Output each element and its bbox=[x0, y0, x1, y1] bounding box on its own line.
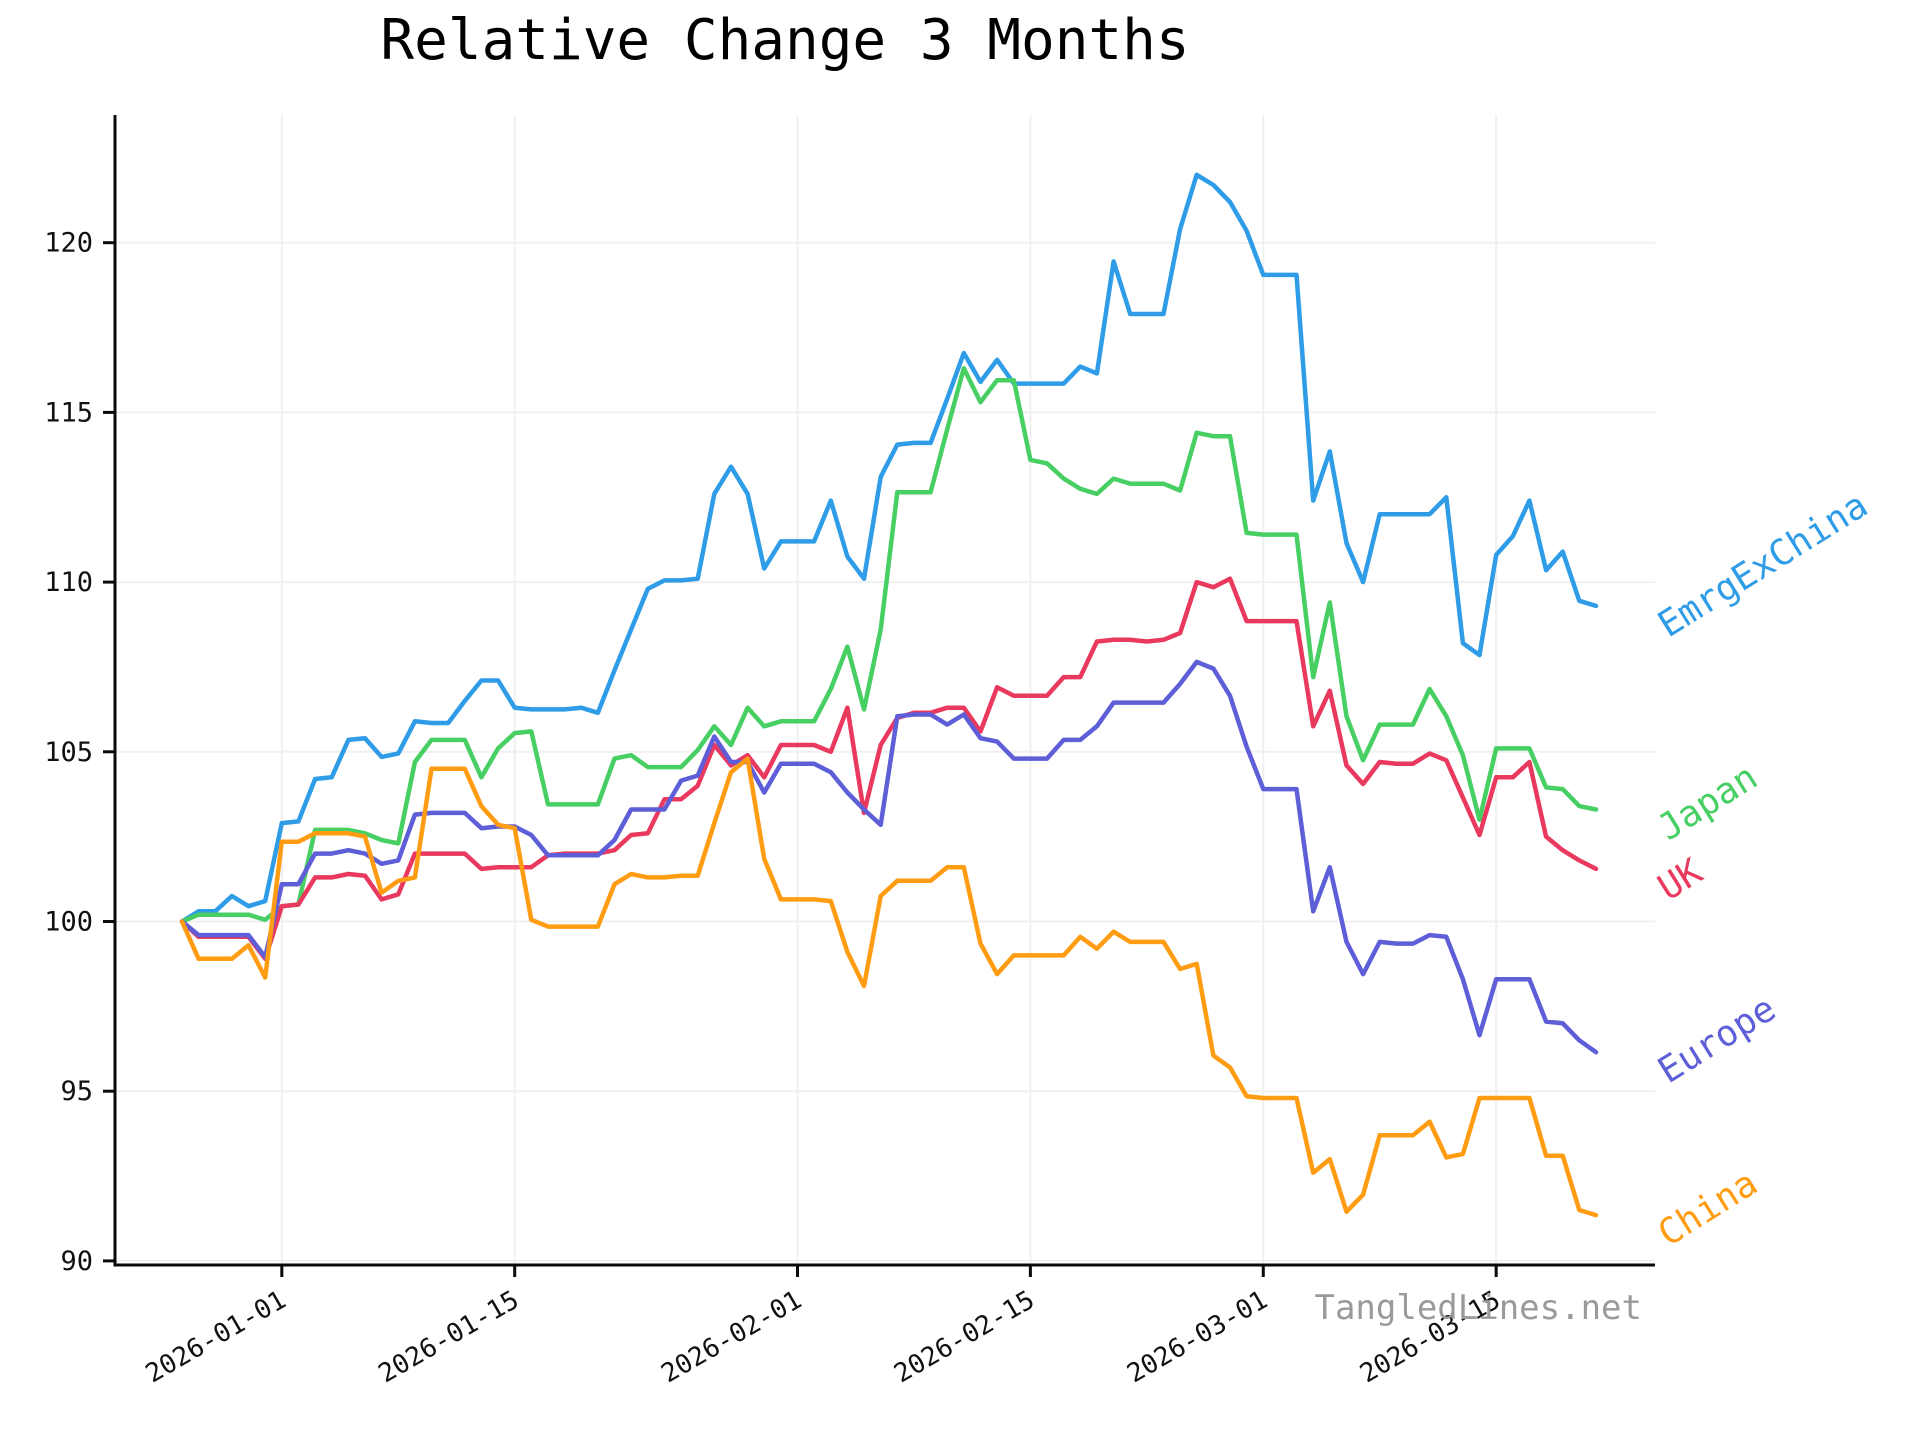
x-tick-label: 2026-02-01 bbox=[656, 1285, 807, 1389]
y-tick-label: 110 bbox=[44, 567, 93, 598]
series-line-china bbox=[179, 756, 1599, 1218]
series-line-europe bbox=[179, 659, 1599, 1055]
y-tick-label: 95 bbox=[60, 1076, 93, 1107]
y-tick-label: 120 bbox=[44, 228, 93, 259]
axes-spines bbox=[113, 115, 1655, 1267]
watermark: TangledLines.net bbox=[1314, 1288, 1642, 1328]
x-axis: 2026-01-01 2026-01-15 2026-02-01 2026-02-15… bbox=[141, 1265, 1506, 1389]
y-tick-label: 115 bbox=[44, 397, 93, 428]
x-tick-label: 2026-02-15 bbox=[889, 1285, 1040, 1389]
y-tick-label: 90 bbox=[60, 1246, 93, 1277]
chart-title: Relative Change 3 Months bbox=[380, 8, 1190, 73]
series-line-japan bbox=[179, 366, 1599, 924]
x-tick-label: 2026-01-15 bbox=[374, 1285, 525, 1389]
x-tick-label: 2026-03-01 bbox=[1122, 1285, 1273, 1389]
x-tick-label: 2026-01-01 bbox=[141, 1285, 292, 1389]
y-tick-label: 100 bbox=[44, 907, 93, 938]
y-tick-label: 105 bbox=[44, 737, 93, 768]
series-line-emrgexchina bbox=[179, 172, 1599, 924]
gridlines bbox=[115, 115, 1655, 1265]
y-axis: 90 95 100 105 110 115 120 bbox=[44, 228, 115, 1277]
